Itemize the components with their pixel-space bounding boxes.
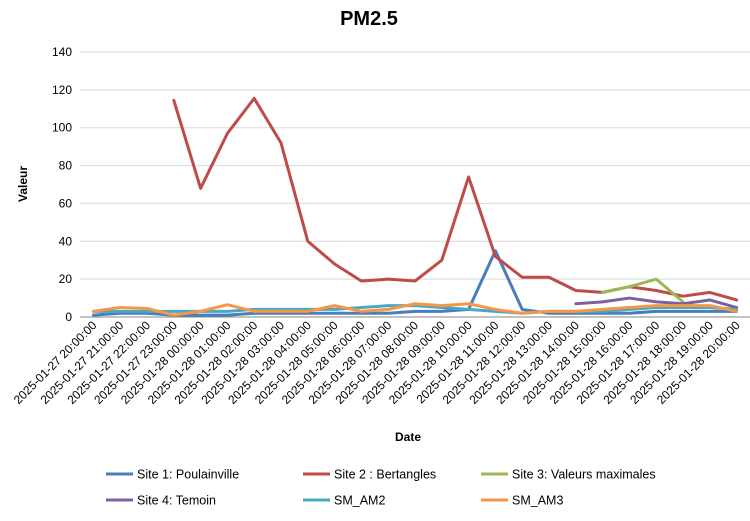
legend-item: SM_AM2 <box>303 494 385 508</box>
gridlines <box>80 51 750 318</box>
series-line <box>574 296 739 310</box>
y-tick-label: 140 <box>52 45 72 59</box>
y-tick-label: 120 <box>52 83 72 97</box>
legend-item: Site 2 : Bertangles <box>303 468 436 482</box>
legend-label: Site 4: Temoin <box>137 494 216 508</box>
chart-title: PM2.5 <box>340 8 398 30</box>
y-tick-label: 40 <box>59 234 73 248</box>
y-tick-label: 80 <box>59 159 73 173</box>
y-tick-label: 60 <box>59 196 73 210</box>
x-axis-label: Date <box>395 430 421 444</box>
legend-label: Site 1: Poulainville <box>137 468 239 482</box>
legend: Site 1: Poulainville Site 2 : Bertangles S… <box>106 468 656 508</box>
legend-item: Site 3: Valeurs maximales <box>481 468 656 482</box>
legend-label: Site 3: Valeurs maximales <box>512 468 656 482</box>
series-line <box>91 302 739 317</box>
legend-label: SM_AM2 <box>334 494 385 508</box>
series-lines <box>91 96 739 317</box>
legend-label: Site 2 : Bertangles <box>334 468 436 482</box>
series-line <box>91 249 739 317</box>
y-axis-label: Valeur <box>16 166 30 202</box>
y-tick-label: 100 <box>52 121 72 135</box>
legend-item: Site 1: Poulainville <box>106 468 239 482</box>
legend-label: SM_AM3 <box>512 494 563 508</box>
y-tick-label: 20 <box>59 272 73 286</box>
series-line <box>172 96 739 302</box>
legend-item: SM_AM3 <box>481 494 563 508</box>
y-tick-label: 0 <box>65 310 72 324</box>
series-line <box>601 277 685 304</box>
y-axis-ticks: 0 20 40 60 80 100 120 140 <box>52 45 72 324</box>
legend-item: Site 4: Temoin <box>106 494 216 508</box>
